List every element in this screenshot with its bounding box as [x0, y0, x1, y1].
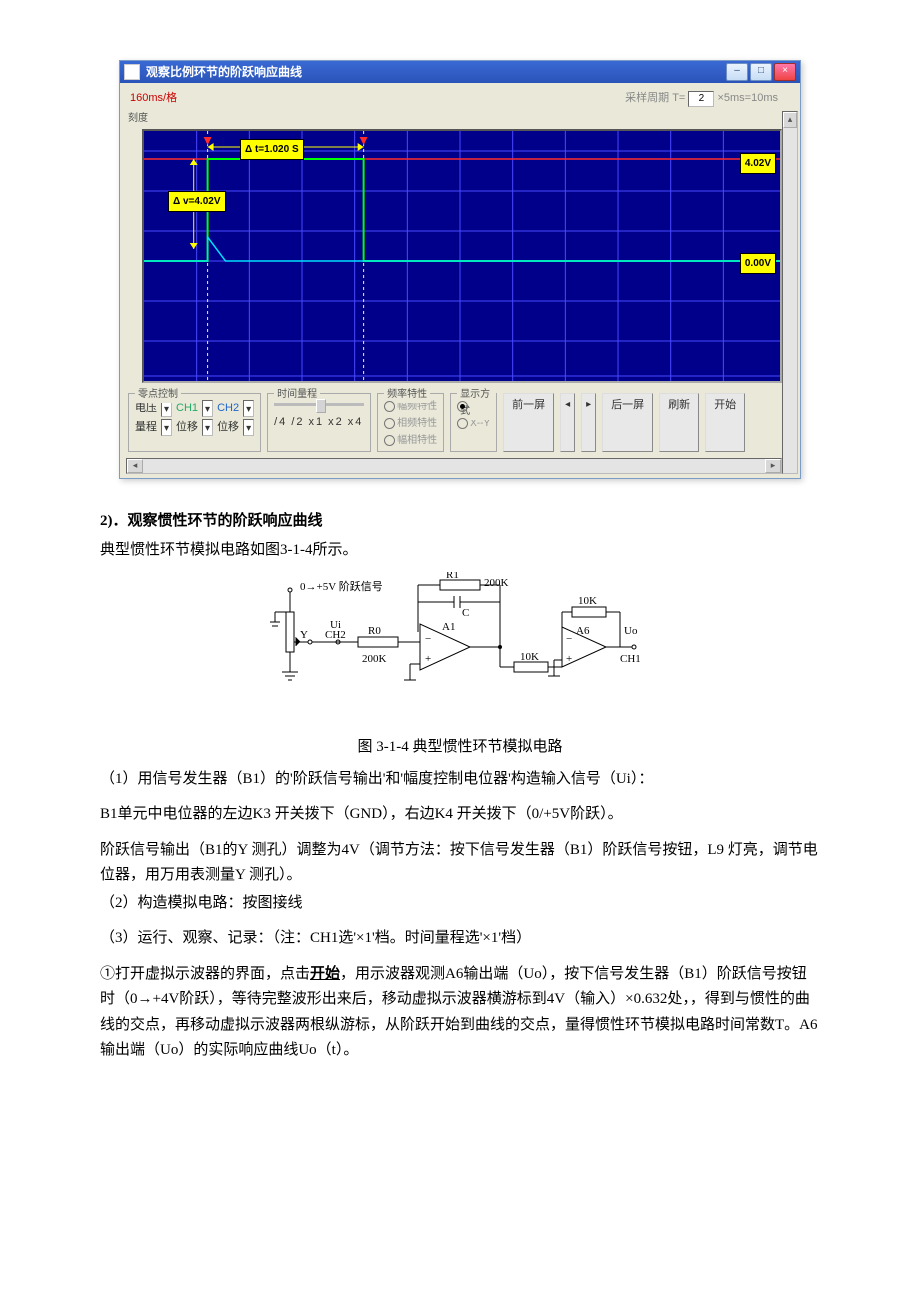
r0-val: 200K — [362, 653, 387, 665]
cursor-dv-label: Δ v=4.02V — [168, 191, 226, 212]
r10k-1: 10K — [520, 651, 539, 663]
scroll-right-icon[interactable]: ▸ — [765, 459, 781, 473]
refresh-button[interactable]: 刷新 — [659, 393, 699, 452]
next-screen-button[interactable]: 后一屏 — [602, 393, 653, 452]
r1-val: 200K — [484, 577, 509, 589]
ch2-label: CH2 — [325, 629, 346, 641]
minimize-button[interactable]: – — [726, 63, 748, 81]
zero-offset1-dd[interactable]: ▾ — [202, 419, 213, 436]
close-button[interactable]: × — [774, 63, 796, 81]
svg-text:+: + — [566, 653, 572, 665]
display-group: 显示方式 示波 X--Y — [450, 393, 497, 452]
y-tick-5v: 5V — [128, 139, 140, 156]
r0-label: R0 — [368, 625, 381, 637]
graph-svg — [144, 131, 780, 381]
scroll-left-icon[interactable]: ◂ — [127, 459, 143, 473]
freq-radio-2[interactable]: 相频特性 — [384, 415, 437, 432]
para-6: （3）运行、观察、记录：（注：CH1选'×1'档。时间量程选'×1'档） — [100, 926, 820, 952]
vertical-scrollbar[interactable]: ▴ — [782, 111, 798, 474]
r10k-2: 10K — [578, 595, 597, 607]
sample-period: 采样周期 T= ×5ms=10ms — [625, 89, 778, 108]
prev-screen-button[interactable]: 前一屏 — [503, 393, 554, 452]
step-left-button[interactable]: ◂ — [560, 393, 575, 452]
step-right-button[interactable]: ▸ — [581, 393, 596, 452]
zero-ch2-label: CH2 — [217, 399, 239, 418]
para-1: 典型惯性环节模拟电路如图3-1-4所示。 — [100, 538, 820, 564]
scope-body: ▴ 160ms/格 采样周期 T= ×5ms=10ms 刻度 5V 0V -5V — [120, 83, 800, 478]
circuit-figure: Y − + — [100, 572, 820, 732]
step-signal-label: 0→+5V 阶跃信号 — [300, 579, 383, 593]
sample-input[interactable] — [688, 91, 714, 107]
time-d2[interactable]: /2 — [291, 413, 304, 432]
time-x1[interactable]: x1 — [309, 413, 325, 432]
readout-v1: 4.02V — [740, 153, 776, 174]
para-3: B1单元中电位器的左边K3 开关拨下（GND），右边K4 开关拨下（0/+5V阶… — [100, 802, 820, 828]
zero-offset2-label: 位移 — [217, 418, 239, 437]
start-keyword: 开始 — [310, 966, 340, 982]
ch1-label: CH1 — [620, 653, 641, 665]
svg-text:−: − — [425, 633, 431, 645]
oscilloscope-window: 观察比例环节的阶跃响应曲线 – □ × ▴ 160ms/格 采样周期 T= ×5… — [119, 60, 801, 479]
figure-caption: 图 3-1-4 典型惯性环节模拟电路 — [100, 735, 820, 761]
svg-text:Y: Y — [300, 629, 308, 641]
time-x4[interactable]: x4 — [348, 413, 364, 432]
para-7: ①打开虚拟示波器的界面，点击开始，用示波器观测A6输出端（Uo），按下信号发生器… — [100, 962, 820, 1064]
readout-v2: 0.00V — [740, 253, 776, 274]
para-4: 阶跃信号输出（B1的Y 测孔）调整为4V（调节方法：按下信号发生器（B1）阶跃信… — [100, 838, 820, 889]
a1-label: A1 — [442, 621, 455, 633]
horizontal-scrollbar[interactable]: ◂ ▸ — [126, 458, 782, 474]
freq-group: 频率特性 幅频特性 相频特性 幅相特性 — [377, 393, 444, 452]
start-button[interactable]: 开始 — [705, 393, 745, 452]
section-heading: 2)．观察惯性环节的阶跃响应曲线 — [100, 509, 820, 535]
y-tick-0v: 0V — [128, 251, 140, 268]
r1-label: R1 — [446, 572, 459, 581]
titlebar: 观察比例环节的阶跃响应曲线 – □ × — [120, 61, 800, 83]
svg-text:+: + — [425, 653, 431, 665]
a6-label: A6 — [576, 625, 590, 637]
zero-ch2-dd[interactable]: ▾ — [243, 400, 254, 417]
svg-text:−: − — [566, 633, 572, 645]
zero-offset2-dd[interactable]: ▾ — [243, 419, 254, 436]
zero-range-dd[interactable]: ▾ — [161, 419, 172, 436]
scroll-up-icon[interactable]: ▴ — [783, 112, 797, 128]
app-icon — [124, 64, 140, 80]
zero-range-label: 量程 — [135, 418, 157, 437]
freq-radio-3[interactable]: 幅相特性 — [384, 432, 437, 449]
scale-label: 刻度 — [128, 110, 782, 127]
maximize-button[interactable]: □ — [750, 63, 772, 81]
uo-label: Uo — [624, 625, 638, 637]
time-range-group: 时间量程 /4 /2 x1 x2 x4 — [267, 393, 371, 452]
zero-ch1-dd[interactable]: ▾ — [202, 400, 213, 417]
window-title: 观察比例环节的阶跃响应曲线 — [146, 62, 726, 82]
time-x2[interactable]: x2 — [328, 413, 344, 432]
controls-row: 零点控制 电压 ▾ CH1 ▾ CH2 ▾ 量程 ▾ 位移 ▾ 位移 ▾ — [126, 389, 782, 456]
rate-label: 160ms/格 — [130, 89, 177, 108]
graph-area: Δ t=1.020 S Δ v=4.02V 4.02V 0.00V — [142, 129, 782, 383]
c-label: C — [462, 607, 469, 619]
para-5: （2）构造模拟电路：按图接线 — [100, 891, 820, 917]
zero-offset1-label: 位移 — [176, 418, 198, 437]
time-d4[interactable]: /4 — [274, 413, 287, 432]
cursor-dt-label: Δ t=1.020 S — [240, 139, 304, 160]
para-2: （1）用信号发生器（B1）的'阶跃信号输出'和'幅度控制电位器'构造输入信号（U… — [100, 767, 820, 793]
zero-control-group: 零点控制 电压 ▾ CH1 ▾ CH2 ▾ 量程 ▾ 位移 ▾ 位移 ▾ — [128, 393, 261, 452]
